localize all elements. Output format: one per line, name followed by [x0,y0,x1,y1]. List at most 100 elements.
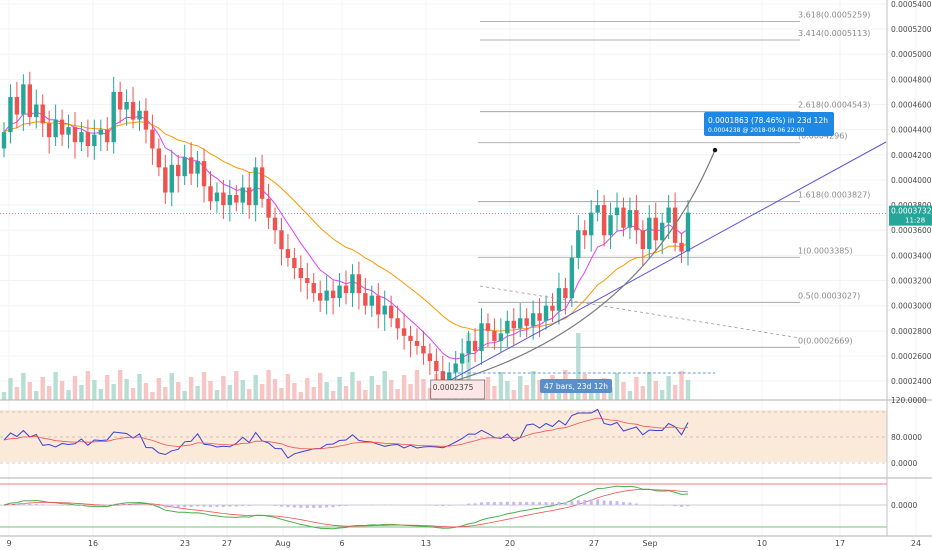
macd-hist-bar [234,505,238,507]
macd-panel [0,483,887,530]
ma-fast-line [3,111,689,360]
volume-bar [511,390,516,400]
macd-hist-bar [8,504,12,505]
volume-bar [343,386,349,400]
macd-hist-bar [628,502,632,505]
volume-bar [505,381,510,400]
volume-bar [143,383,149,400]
candle-body [253,167,258,206]
candle-body [401,328,407,336]
candle-body [208,186,213,202]
candle-body [272,217,278,231]
macd-hist-bar [557,501,561,505]
macd-hist-bar [41,504,45,505]
volume-bar [130,388,136,400]
candle-body [292,257,297,268]
candle-body [356,274,362,294]
volume-bar [492,386,497,400]
macd-hist-bar [157,505,161,507]
x-tick-label: 27 [222,539,232,548]
candle-body [240,187,245,203]
candle-body [137,110,142,120]
candle-body [163,167,168,193]
volume-bar [401,375,407,400]
candle-body [150,129,155,149]
macd-hist-bar [531,501,535,505]
candle-body [111,91,116,143]
trendline [442,141,887,385]
volume-bar [466,333,471,400]
candle-body [498,333,504,341]
volume-bar [117,370,123,400]
rsi-tick-label: 120.0000 [891,396,927,405]
candle-body [685,212,691,252]
macd-hist-bar [570,501,574,505]
indicator-bands [0,410,887,462]
candle-body [382,305,387,315]
price-tick-label: 0.0003400 [891,251,932,260]
candle-body [201,161,207,187]
x-tick-label: 20 [505,539,515,548]
candle-body [634,210,639,231]
macd-hist-bar [34,503,38,505]
candle-body [395,318,400,329]
candle-body [1,132,7,149]
candle-body [234,195,239,203]
candle-body [369,295,375,306]
candle-body [266,198,271,218]
volume-bar [40,377,45,400]
volume-bar [85,371,91,400]
candle-body [311,283,316,294]
candle-body [169,164,174,193]
candle-body [543,305,549,321]
volume-bar [659,390,665,400]
macd-hist-bar [189,505,193,507]
candle-body [414,340,420,346]
target-dot [712,147,718,153]
x-tick-label: 9 [6,539,11,548]
x-tick-label: 23 [180,539,190,548]
candle-body [34,104,39,118]
volume-bar [324,382,329,400]
fib-label: 3.414(0.0005113) [798,29,870,38]
volume-bar [653,381,658,400]
volume-bar [356,381,362,400]
candle-body [21,84,26,115]
candle-body [376,295,381,315]
volume-bar [576,333,581,400]
macd-hist-bar [15,504,19,505]
volume-bar [195,386,200,400]
macd-hist-bar [286,505,290,508]
volume-bar [188,377,194,400]
volume-bar [363,390,368,400]
candle-body [27,84,33,118]
candle-body [627,210,633,228]
rsi-tick-label: 80.0000 [891,433,922,442]
volume-bar [176,382,181,400]
macd-hist-bar [460,504,464,505]
macd-hist-bar [125,503,129,505]
volume-bar [247,389,252,400]
volume-bar [72,376,78,400]
candle-body [195,161,200,174]
macd-hist-bar [486,502,490,505]
candle-body [466,340,471,354]
volume-bar [640,386,646,400]
volume-bar [647,372,652,400]
volume-bar [14,387,20,400]
volume-bar [105,375,110,400]
candle-body [530,313,536,326]
macd-hist-bar [441,505,445,506]
volume-bar [614,373,620,400]
macd-hist-bar [525,501,529,505]
candle-body [98,129,103,135]
macd-hist-bar [480,502,484,505]
price-tick-label: 0.0003000 [891,302,932,311]
candle-body [92,134,97,146]
volume-bar [1,392,7,400]
trend-drawings[interactable] [442,141,887,385]
volume-bar [498,372,504,400]
macd-hist-bar [118,504,122,505]
volume-bar [227,385,233,400]
